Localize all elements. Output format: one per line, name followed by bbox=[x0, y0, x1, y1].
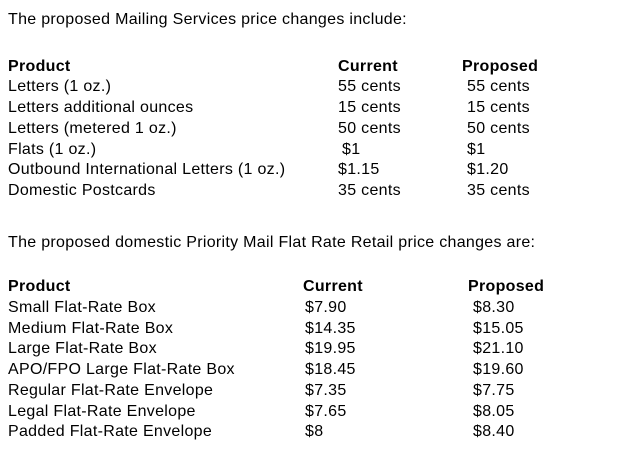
intro-paragraph-priority-mail: The proposed domestic Priority Mail Flat… bbox=[8, 233, 536, 251]
current-column-header: Current bbox=[338, 57, 398, 75]
proposed-price-cell: $8.30 bbox=[473, 299, 515, 317]
proposed-column-header: Proposed bbox=[468, 278, 545, 296]
current-price-cell: $1.15 bbox=[338, 161, 380, 179]
table-header-row: Product Current Proposed bbox=[8, 57, 620, 78]
proposed-price-cell: $8.05 bbox=[473, 402, 515, 420]
product-cell: APO/FPO Large Flat-Rate Box bbox=[8, 361, 235, 379]
proposed-price-cell: $15.05 bbox=[473, 319, 524, 337]
mailing-services-price-table: Product Current Proposed Letters (1 oz.)… bbox=[8, 57, 620, 202]
table-row: Letters additional ounces 15 cents 15 ce… bbox=[8, 98, 620, 119]
proposed-price-cell: $19.60 bbox=[473, 361, 524, 379]
proposed-column-header: Proposed bbox=[462, 57, 539, 75]
table-row: Letters (1 oz.) 55 cents 55 cents bbox=[8, 77, 620, 98]
product-cell: Padded Flat-Rate Envelope bbox=[8, 423, 213, 441]
current-price-cell: $7.90 bbox=[305, 299, 347, 317]
product-cell: Flats (1 oz.) bbox=[8, 140, 97, 158]
proposed-price-cell: $1.20 bbox=[467, 161, 509, 179]
proposed-price-cell: $7.75 bbox=[473, 381, 515, 399]
product-cell: Medium Flat-Rate Box bbox=[8, 319, 174, 337]
proposed-price-cell: 55 cents bbox=[467, 78, 530, 96]
product-cell: Large Flat-Rate Box bbox=[8, 340, 157, 358]
current-price-cell: $7.65 bbox=[305, 402, 347, 420]
current-price-cell: $18.45 bbox=[305, 361, 356, 379]
current-price-cell: $8 bbox=[305, 423, 324, 441]
table-row: Flats (1 oz.) $1 $1 bbox=[8, 140, 620, 161]
proposed-price-cell: $21.10 bbox=[473, 340, 524, 358]
proposed-price-cell: $1 bbox=[467, 140, 486, 158]
table-row: Legal Flat-Rate Envelope $7.65 $8.05 bbox=[8, 402, 620, 423]
table-row: APO/FPO Large Flat-Rate Box $18.45 $19.6… bbox=[8, 360, 620, 381]
proposed-price-cell: 50 cents bbox=[467, 119, 530, 137]
proposed-price-cell: 15 cents bbox=[467, 99, 530, 117]
product-cell: Outbound International Letters (1 oz.) bbox=[8, 161, 286, 179]
product-cell: Letters (1 oz.) bbox=[8, 78, 112, 96]
table-row: Padded Flat-Rate Envelope $8 $8.40 bbox=[8, 422, 620, 443]
current-price-cell: $14.35 bbox=[305, 319, 356, 337]
product-column-header: Product bbox=[8, 57, 71, 75]
product-cell: Letters (metered 1 oz.) bbox=[8, 119, 177, 137]
product-cell: Regular Flat-Rate Envelope bbox=[8, 381, 214, 399]
current-price-cell: $19.95 bbox=[305, 340, 356, 358]
current-price-cell: 35 cents bbox=[338, 181, 401, 199]
table-row: Medium Flat-Rate Box $14.35 $15.05 bbox=[8, 319, 620, 340]
product-column-header: Product bbox=[8, 278, 71, 296]
current-price-cell: $7.35 bbox=[305, 381, 347, 399]
table-row: Small Flat-Rate Box $7.90 $8.30 bbox=[8, 298, 620, 319]
priority-mail-price-table: Product Current Proposed Small Flat-Rate… bbox=[8, 277, 620, 443]
current-price-cell: 15 cents bbox=[338, 99, 401, 117]
product-cell: Letters additional ounces bbox=[8, 99, 194, 117]
proposed-price-cell: 35 cents bbox=[467, 181, 530, 199]
table-row: Domestic Postcards 35 cents 35 cents bbox=[8, 181, 620, 202]
table-row: Letters (metered 1 oz.) 50 cents 50 cent… bbox=[8, 119, 620, 140]
intro-paragraph-mailing-services: The proposed Mailing Services price chan… bbox=[8, 11, 407, 28]
proposed-price-cell: $8.40 bbox=[473, 423, 515, 441]
current-price-cell: 55 cents bbox=[338, 78, 401, 96]
table-row: Outbound International Letters (1 oz.) $… bbox=[8, 160, 620, 181]
current-price-cell: 50 cents bbox=[338, 119, 401, 137]
product-cell: Legal Flat-Rate Envelope bbox=[8, 402, 196, 420]
current-column-header: Current bbox=[303, 278, 363, 296]
product-cell: Domestic Postcards bbox=[8, 181, 156, 199]
table-row: Regular Flat-Rate Envelope $7.35 $7.75 bbox=[8, 381, 620, 402]
product-cell: Small Flat-Rate Box bbox=[8, 299, 156, 317]
table-header-row: Product Current Proposed bbox=[8, 277, 620, 298]
current-price-cell: $1 bbox=[342, 140, 361, 158]
table-row: Large Flat-Rate Box $19.95 $21.10 bbox=[8, 339, 620, 360]
